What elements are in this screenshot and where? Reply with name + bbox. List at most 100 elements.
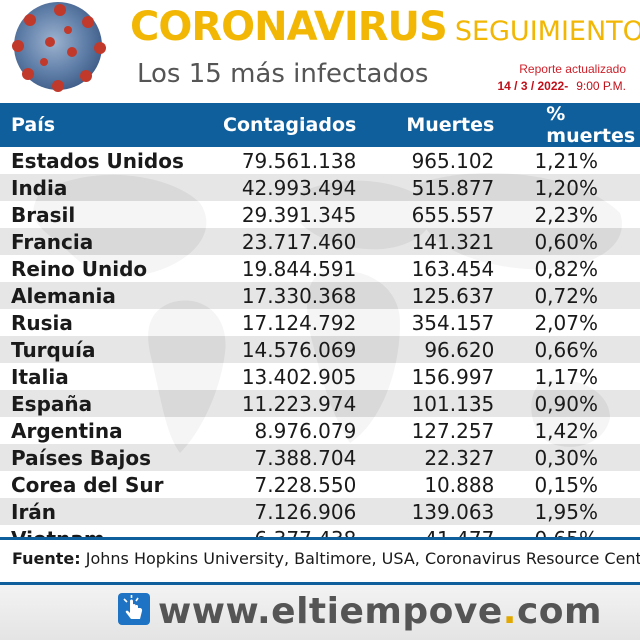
cell-country: Turquía — [11, 337, 96, 362]
world-map-watermark — [33, 173, 622, 453]
cell-deaths: 22.327 — [424, 445, 495, 470]
cell-deaths: 125.637 — [411, 283, 495, 308]
cell-country: Italia — [11, 364, 69, 389]
title-main: CORONAVIRUS — [130, 4, 448, 50]
website-link[interactable]: www.eltiempove.com — [158, 591, 602, 632]
cell-cases: 7.388.704 — [254, 445, 357, 470]
rule-top — [0, 537, 640, 540]
url-tld: com — [516, 591, 603, 632]
report-label: Reporte actualizado — [519, 62, 626, 76]
cell-country: Reino Unido — [11, 256, 148, 281]
col-header-cases: Contagiados — [223, 114, 357, 136]
cell-percent: 0,65% — [494, 525, 640, 538]
cell-percent: 1,42% — [534, 418, 598, 443]
cell-cases: 29.391.345 — [241, 202, 357, 227]
cell-cases: 8.976.079 — [254, 418, 357, 443]
table-row: India 42.993.494 515.877 1,20% — [0, 174, 640, 201]
table-row: Reino Unido 19.844.591 163.454 0,82% — [0, 255, 640, 282]
source-note: Fuente: Johns Hopkins University, Baltim… — [12, 549, 640, 568]
table-row: Países Bajos 7.388.704 22.327 0,30% — [0, 444, 640, 471]
col-header-deaths: Muertes — [406, 114, 495, 136]
url-prefix: www. — [158, 591, 272, 632]
report-time: 9:00 P.M. — [576, 79, 626, 93]
cell-deaths: 655.557 — [411, 202, 495, 227]
table-row: Alemania 17.330.368 125.637 0,72% — [0, 282, 640, 309]
table-header-row: País Contagiados Muertes % muertes — [0, 103, 640, 147]
header: CORONAVIRUS SEGUIMIENTO Los 15 más infect… — [0, 0, 640, 102]
cell-country: Brasil — [11, 202, 76, 227]
rule-bottom — [0, 582, 640, 585]
cell-percent: 0,90% — [534, 391, 598, 416]
cell-percent: 0,72% — [534, 283, 598, 308]
cell-deaths: 156.997 — [411, 364, 495, 389]
title: CORONAVIRUS SEGUIMIENTO — [130, 4, 640, 50]
cell-deaths: 139.063 — [411, 499, 495, 524]
cell-cases: 42.993.494 — [241, 175, 357, 200]
source-text: Johns Hopkins University, Baltimore, USA… — [85, 549, 640, 568]
cell-percent: 1,95% — [534, 499, 598, 524]
cell-country: Irán — [11, 499, 57, 524]
url-name: eltiempove — [271, 591, 503, 632]
cell-percent: 0,82% — [534, 256, 598, 281]
report-datetime: 14 / 3 / 2022- 9:00 P.M. — [497, 79, 626, 93]
cell-cases: 11.223.974 — [241, 391, 357, 416]
col-header-percent: % muertes — [546, 103, 636, 147]
cell-deaths: 96.620 — [424, 337, 495, 362]
table-area: País Contagiados Muertes % muertes Estad… — [0, 103, 640, 537]
cell-country: India — [11, 175, 68, 200]
cell-cases: 7.228.550 — [254, 472, 357, 497]
table-row: Irán 7.126.906 139.063 1,95% — [0, 498, 640, 525]
title-sub: SEGUIMIENTO — [454, 16, 640, 47]
cell-country: Corea del Sur — [11, 472, 164, 497]
cell-percent: 1,20% — [534, 175, 598, 200]
table-row: Estados Unidos 79.561.138 965.102 1,21% — [0, 147, 640, 174]
cell-cases: 23.717.460 — [241, 229, 357, 254]
cell-deaths: 141.321 — [411, 229, 495, 254]
cell-country: Estados Unidos — [11, 148, 184, 173]
cell-percent: 2,07% — [534, 310, 598, 335]
table-row: Brasil 29.391.345 655.557 2,23% — [0, 201, 640, 228]
cell-deaths: 101.135 — [411, 391, 495, 416]
infection-table: País Contagiados Muertes % muertes Estad… — [0, 103, 640, 537]
url-dot: . — [502, 591, 517, 632]
table-row: Vietnam6.377.43841.4770,65% — [0, 525, 640, 537]
table-row: Argentina 8.976.079 127.257 1,42% — [0, 417, 640, 444]
table-row: Turquía 14.576.069 96.620 0,66% — [0, 336, 640, 363]
source-label: Fuente: — [12, 549, 81, 568]
table-body: Estados Unidos 79.561.138 965.102 1,21% Indi… — [0, 147, 640, 537]
cell-country: Rusia — [11, 310, 73, 335]
cell-country: Argentina — [11, 418, 123, 443]
cell-percent: 0,66% — [534, 337, 598, 362]
cell-cases: 7.126.906 — [254, 499, 357, 524]
cell-percent: 1,17% — [534, 364, 598, 389]
cell-country: España — [11, 391, 93, 416]
cell-country: Vietnam — [0, 525, 211, 538]
coronavirus-icon — [12, 2, 106, 92]
cell-deaths: 965.102 — [411, 148, 495, 173]
table-row: Corea del Sur 7.228.550 10.888 0,15% — [0, 471, 640, 498]
cell-country: Países Bajos — [11, 445, 152, 470]
cell-deaths: 354.157 — [411, 310, 495, 335]
cell-cases: 6.377.438 — [211, 525, 357, 538]
cell-cases: 14.576.069 — [241, 337, 357, 362]
cell-percent: 1,21% — [534, 148, 598, 173]
cell-percent: 0,15% — [534, 472, 598, 497]
report-info: Reporte actualizado 14 / 3 / 2022- 9:00 P… — [497, 62, 626, 93]
table-row: Rusia 17.124.792 354.157 2,07% — [0, 309, 640, 336]
cell-cases: 17.124.792 — [241, 310, 357, 335]
table-row: España 11.223.974 101.135 0,90% — [0, 390, 640, 417]
table-row: Italia 13.402.905 156.997 1,17% — [0, 363, 640, 390]
cell-deaths: 127.257 — [411, 418, 495, 443]
cell-deaths: 41.477 — [356, 525, 494, 538]
cell-cases: 13.402.905 — [241, 364, 357, 389]
cell-cases: 19.844.591 — [241, 256, 357, 281]
subtitle: Los 15 más infectados — [137, 59, 429, 89]
cell-cases: 17.330.368 — [241, 283, 357, 308]
cell-percent: 2,23% — [534, 202, 598, 227]
report-date: 14 / 3 / 2022- — [497, 79, 569, 93]
cell-percent: 0,30% — [534, 445, 598, 470]
cell-country: Alemania — [11, 283, 116, 308]
footer: www.eltiempove.com — [0, 585, 640, 640]
table-row: Francia 23.717.460 141.321 0,60% — [0, 228, 640, 255]
click-hand-icon — [118, 593, 150, 625]
